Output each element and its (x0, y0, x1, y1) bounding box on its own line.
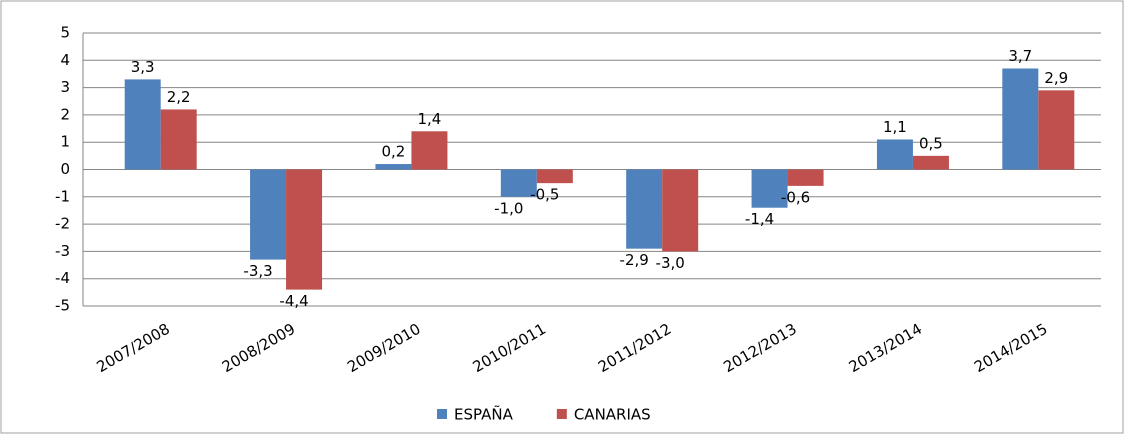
bar (751, 169, 788, 208)
bar (626, 169, 663, 249)
y-tick-label: 5 (60, 24, 70, 42)
legend-swatch (556, 409, 567, 419)
y-tick-label: 0 (60, 160, 70, 178)
y-tick-label: -5 (55, 297, 70, 315)
value-label: 1,4 (418, 110, 442, 128)
bar (787, 169, 824, 186)
value-label: 2,9 (1044, 69, 1068, 87)
value-label: 3,7 (1008, 47, 1032, 65)
value-label: 0,5 (919, 134, 943, 152)
legend-swatch (437, 409, 447, 419)
y-tick-label: 4 (60, 51, 70, 69)
bar (375, 164, 412, 170)
bar (662, 169, 699, 252)
value-label: 0,2 (382, 143, 406, 161)
value-label: 3,3 (131, 58, 155, 76)
value-label: -4,4 (279, 292, 308, 310)
bar (1038, 90, 1075, 170)
value-label: -0,6 (781, 188, 810, 206)
bar (124, 79, 161, 170)
y-tick-label: 1 (60, 133, 70, 151)
y-tick-label: 3 (60, 78, 70, 96)
value-label: -3,0 (656, 254, 685, 272)
bar (160, 109, 197, 170)
y-tick-label: -4 (55, 269, 70, 287)
bar (500, 169, 537, 197)
value-label: -3,3 (243, 262, 272, 280)
bar (536, 169, 573, 184)
value-label: -0,5 (530, 186, 559, 204)
y-tick-label: -3 (55, 242, 70, 260)
bar (411, 131, 448, 170)
y-tick-label: -2 (55, 215, 70, 233)
value-label: -2,9 (620, 251, 649, 269)
legend-label: CANARIAS (574, 406, 651, 424)
bar (250, 169, 287, 260)
bar (1002, 68, 1039, 170)
bar (912, 155, 949, 170)
y-tick-label: -1 (55, 187, 70, 205)
value-label: -1,0 (494, 199, 523, 217)
bar (876, 139, 913, 170)
y-tick-label: 2 (60, 105, 70, 123)
value-label: 2,2 (167, 88, 191, 106)
legend-label: ESPAÑA (454, 405, 514, 424)
value-label: 1,1 (883, 118, 907, 136)
bar (286, 169, 323, 290)
value-label: -1,4 (745, 210, 774, 228)
